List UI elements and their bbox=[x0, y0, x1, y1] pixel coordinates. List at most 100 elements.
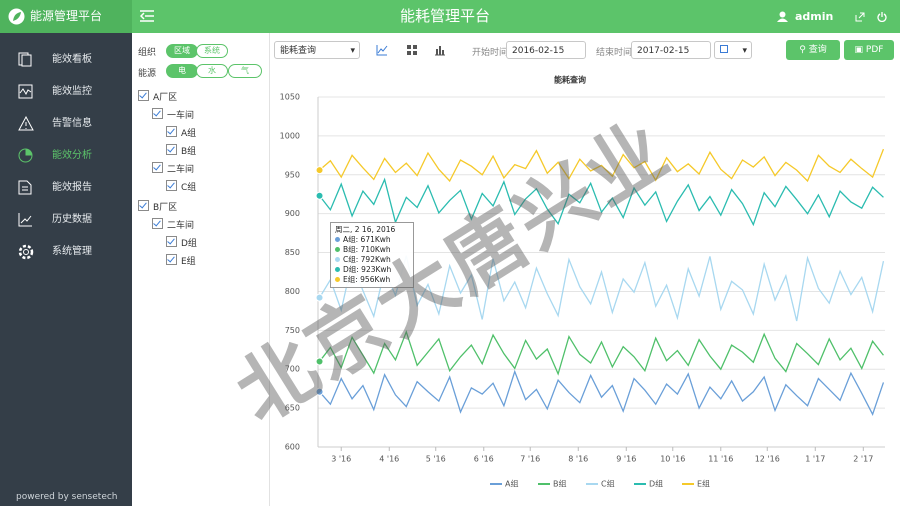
nav-item[interactable]: 能效看板 bbox=[0, 45, 132, 75]
tree-node[interactable]: D组 bbox=[166, 236, 197, 249]
legend-label: E组 bbox=[697, 479, 710, 489]
series-line bbox=[318, 255, 885, 322]
y-tick-label: 800 bbox=[285, 287, 300, 296]
tooltip-text: E组: 956Kwh bbox=[343, 275, 391, 284]
tooltip-title: 周二, 2 16, 2016 bbox=[335, 225, 396, 234]
pdf-button[interactable]: ▣ PDF bbox=[844, 40, 894, 60]
legend-label: A组 bbox=[505, 479, 518, 489]
query-button[interactable]: ⚲ 查询 bbox=[786, 40, 840, 60]
tree-node[interactable]: B厂区 bbox=[138, 200, 177, 213]
y-tick-label: 700 bbox=[285, 365, 300, 374]
org-label: 组织 bbox=[138, 48, 157, 58]
legend-label: C组 bbox=[601, 479, 615, 489]
end-date-input[interactable]: 2017-02-15 bbox=[631, 41, 711, 59]
nav-item[interactable]: 能效分析 bbox=[0, 141, 132, 171]
series-line bbox=[319, 369, 885, 416]
tooltip-row: C组: 792Kwh bbox=[335, 255, 409, 265]
y-tick-label: 600 bbox=[285, 443, 300, 452]
x-tick-label: 11 '16 bbox=[708, 455, 733, 464]
tooltip-row: A组: 671Kwh bbox=[335, 235, 409, 245]
logo-icon bbox=[8, 8, 25, 25]
tooltip-dot bbox=[335, 277, 340, 282]
chart: 能耗查询 600 650 700 750 800 850 900 950 1000 1050 3 '… bbox=[280, 75, 885, 489]
legend-label: B组 bbox=[553, 479, 567, 489]
tree-node[interactable]: A厂区 bbox=[138, 90, 177, 103]
tree-node[interactable]: C组 bbox=[166, 180, 196, 193]
nav-item[interactable]: 能效报告 bbox=[0, 173, 132, 203]
end-label: 结束时间 bbox=[596, 48, 633, 58]
y-tick-label: 750 bbox=[285, 326, 300, 335]
user-name[interactable]: admin bbox=[795, 10, 834, 23]
tooltip-text: C组: 792Kwh bbox=[343, 255, 391, 264]
x-tick-label: 9 '16 bbox=[616, 455, 636, 464]
hover-point bbox=[315, 191, 324, 200]
hover-point bbox=[315, 357, 324, 366]
line-view-icon[interactable] bbox=[376, 44, 388, 56]
x-tick-label: 5 '16 bbox=[426, 455, 446, 464]
series-line bbox=[319, 177, 884, 227]
bar-view-icon[interactable] bbox=[434, 44, 446, 56]
y-tick-label: 950 bbox=[285, 170, 300, 179]
x-tick-label: 2 '17 bbox=[853, 455, 873, 464]
tree-panel: 组织 区域 系统 能源 电 水 气 A厂区 一车间 A组 B组 二车间 C组 B… bbox=[132, 33, 270, 506]
x-tick-label: 4 '16 bbox=[379, 455, 399, 464]
logo[interactable]: 能源管理平台 bbox=[0, 0, 132, 33]
period-select[interactable]: ▾ bbox=[714, 41, 752, 59]
tree-node[interactable]: 一车间 bbox=[152, 108, 194, 121]
tooltip-text: B组: 710Kwh bbox=[343, 245, 391, 254]
tree-node[interactable]: E组 bbox=[166, 254, 196, 267]
tree-node[interactable]: A组 bbox=[166, 126, 196, 139]
tooltip-dot bbox=[335, 247, 340, 252]
tree-node[interactable]: B组 bbox=[166, 144, 196, 157]
energy-label: 能源 bbox=[138, 69, 157, 79]
start-date-input[interactable]: 2016-02-15 bbox=[506, 41, 586, 59]
series-line bbox=[319, 148, 885, 183]
y-tick-label: 650 bbox=[285, 404, 300, 413]
y-tick-label: 900 bbox=[285, 209, 300, 218]
app-title: 能耗管理平台 bbox=[400, 7, 491, 25]
x-tick-label: 3 '16 bbox=[331, 455, 351, 464]
query-type-select[interactable]: 能耗查询 ▾ bbox=[274, 41, 360, 59]
power-icon[interactable] bbox=[877, 12, 887, 22]
tooltip-text: D组: 923Kwh bbox=[343, 265, 392, 274]
org-option[interactable]: 区域 bbox=[166, 44, 198, 58]
hover-point bbox=[315, 387, 324, 396]
x-tick-label: 12 '16 bbox=[755, 455, 780, 464]
energy-option[interactable]: 气 bbox=[228, 64, 262, 78]
nav-item[interactable]: 能效监控 bbox=[0, 77, 132, 107]
tooltip-dot bbox=[335, 237, 340, 242]
org-option[interactable]: 系统 bbox=[196, 44, 228, 58]
hover-point bbox=[315, 293, 324, 302]
tree-node[interactable]: 二车间 bbox=[152, 162, 194, 175]
x-tick-label: 7 '16 bbox=[520, 455, 540, 464]
tooltip-dot bbox=[335, 267, 340, 272]
tooltip-row: D组: 923Kwh bbox=[335, 265, 409, 275]
y-tick-label: 1000 bbox=[280, 131, 300, 140]
nav-item[interactable]: 告警信息 bbox=[0, 109, 132, 139]
grid-view-icon[interactable] bbox=[406, 44, 418, 56]
tooltip-row: E组: 956Kwh bbox=[335, 275, 409, 285]
share-icon[interactable] bbox=[855, 12, 865, 22]
energy-option[interactable]: 电 bbox=[166, 64, 198, 78]
tooltip-dot bbox=[335, 257, 340, 262]
nav-item[interactable]: 历史数据 bbox=[0, 205, 132, 235]
legend-label: D组 bbox=[649, 479, 663, 489]
hover-point bbox=[315, 166, 324, 175]
energy-option[interactable]: 水 bbox=[196, 64, 228, 78]
tree-node[interactable]: 二车间 bbox=[152, 218, 194, 231]
chart-title: 能耗查询 bbox=[554, 75, 586, 85]
menu-toggle[interactable] bbox=[140, 10, 154, 22]
start-label: 开始时间 bbox=[472, 48, 509, 58]
x-tick-label: 6 '16 bbox=[474, 455, 494, 464]
footer: powered by sensetech bbox=[16, 492, 118, 502]
y-tick-label: 850 bbox=[285, 248, 300, 257]
sidebar: 能效看板 能效监控 告警信息 能效分析 能效报告 历史数据 系统管理 power… bbox=[0, 33, 132, 506]
user-icon bbox=[777, 11, 788, 22]
x-tick-label: 1 '17 bbox=[805, 455, 825, 464]
x-tick-label: 8 '16 bbox=[568, 455, 588, 464]
x-tick-label: 10 '16 bbox=[660, 455, 685, 464]
tooltip-text: A组: 671Kwh bbox=[343, 235, 391, 244]
logo-title: 能源管理平台 bbox=[30, 9, 103, 23]
nav-item[interactable]: 系统管理 bbox=[0, 237, 132, 267]
